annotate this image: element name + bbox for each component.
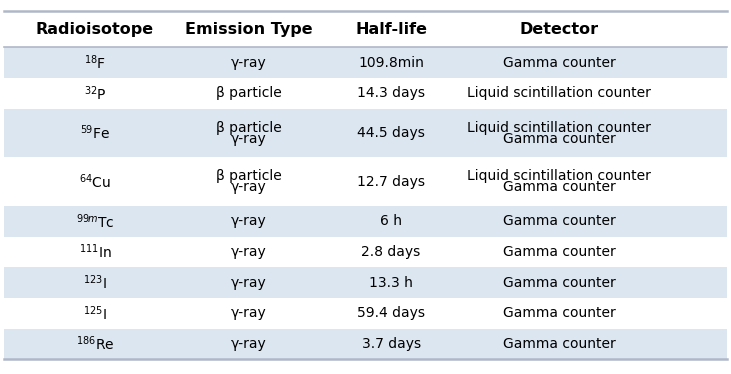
Bar <box>4 157 727 206</box>
Text: $^{125}$I: $^{125}$I <box>83 304 107 323</box>
Bar <box>4 11 727 47</box>
Text: γ-ray: γ-ray <box>231 306 266 321</box>
Text: 12.7 days: 12.7 days <box>357 175 425 189</box>
Text: 14.3 days: 14.3 days <box>357 86 425 101</box>
Text: $^{123}$I: $^{123}$I <box>83 273 107 292</box>
Text: γ-ray: γ-ray <box>231 132 266 146</box>
Text: Gamma counter: Gamma counter <box>503 180 616 194</box>
Text: $^{99m}$Tc: $^{99m}$Tc <box>76 212 114 231</box>
Text: γ-ray: γ-ray <box>231 56 266 70</box>
Bar <box>4 47 727 78</box>
Text: Half-life: Half-life <box>355 22 427 37</box>
Text: Emission Type: Emission Type <box>185 22 312 37</box>
Text: 13.3 h: 13.3 h <box>369 276 413 290</box>
Text: Gamma counter: Gamma counter <box>503 132 616 146</box>
Text: Gamma counter: Gamma counter <box>503 214 616 229</box>
Text: 109.8min: 109.8min <box>358 56 424 70</box>
Text: Detector: Detector <box>520 22 599 37</box>
Bar <box>4 78 727 109</box>
Text: Liquid scintillation counter: Liquid scintillation counter <box>467 86 651 101</box>
Text: $^{64}$Cu: $^{64}$Cu <box>79 172 111 191</box>
Text: $^{59}$Fe: $^{59}$Fe <box>80 124 110 142</box>
Text: Radioisotope: Radioisotope <box>36 22 154 37</box>
Text: β particle: β particle <box>216 169 281 183</box>
Text: 3.7 days: 3.7 days <box>362 337 420 351</box>
Text: Gamma counter: Gamma counter <box>503 337 616 351</box>
Bar <box>4 267 727 298</box>
Text: β particle: β particle <box>216 86 281 101</box>
Text: γ-ray: γ-ray <box>231 180 266 194</box>
Bar <box>4 237 727 267</box>
Text: γ-ray: γ-ray <box>231 214 266 229</box>
Text: γ-ray: γ-ray <box>231 276 266 290</box>
Text: γ-ray: γ-ray <box>231 245 266 259</box>
Text: Gamma counter: Gamma counter <box>503 245 616 259</box>
Text: $^{32}$P: $^{32}$P <box>83 84 107 103</box>
Text: γ-ray: γ-ray <box>231 337 266 351</box>
Text: $^{111}$In: $^{111}$In <box>79 243 111 261</box>
Bar <box>4 206 727 237</box>
Text: 59.4 days: 59.4 days <box>357 306 425 321</box>
Text: β particle: β particle <box>216 120 281 135</box>
Text: 6 h: 6 h <box>380 214 402 229</box>
Text: 44.5 days: 44.5 days <box>357 126 425 140</box>
Text: $^{18}$F: $^{18}$F <box>84 53 106 72</box>
Text: 2.8 days: 2.8 days <box>361 245 421 259</box>
Text: Gamma counter: Gamma counter <box>503 276 616 290</box>
Bar <box>4 298 727 329</box>
Bar <box>4 329 727 359</box>
Text: Liquid scintillation counter: Liquid scintillation counter <box>467 120 651 135</box>
Text: Gamma counter: Gamma counter <box>503 56 616 70</box>
Bar <box>4 109 727 157</box>
Text: Liquid scintillation counter: Liquid scintillation counter <box>467 169 651 183</box>
Text: Gamma counter: Gamma counter <box>503 306 616 321</box>
Text: $^{186}$Re: $^{186}$Re <box>76 335 114 353</box>
